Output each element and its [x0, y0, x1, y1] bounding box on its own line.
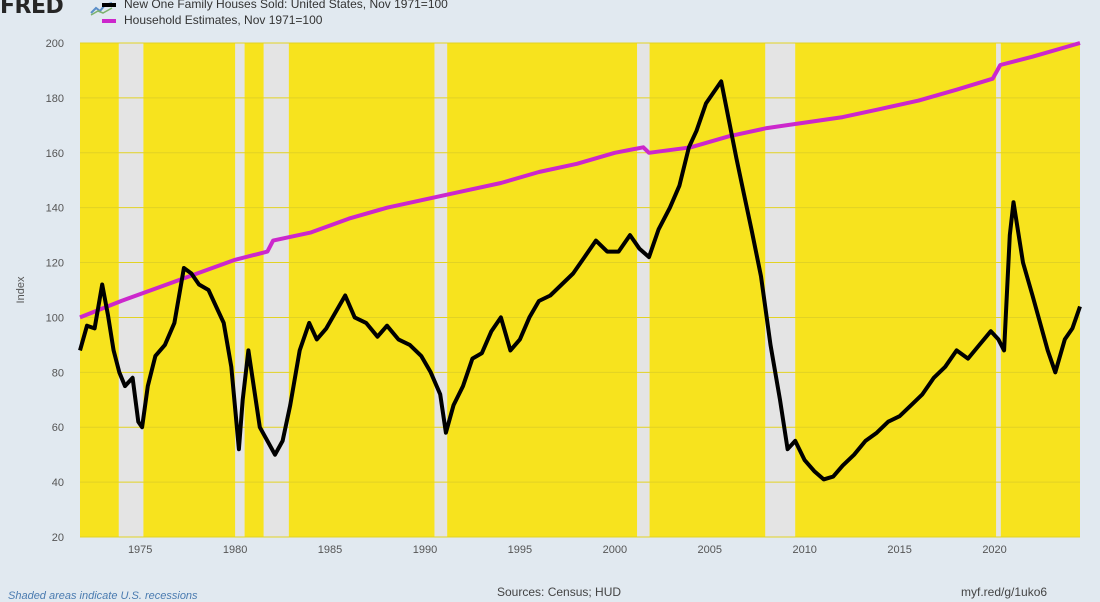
- x-tick-label: 1985: [318, 544, 342, 556]
- legend-swatch-houses-sold: [102, 2, 116, 7]
- recession-band: [637, 43, 650, 537]
- x-tick-label: 1975: [128, 544, 152, 556]
- y-tick-label: 140: [46, 203, 64, 215]
- legend-item-houses-sold: New One Family Houses Sold: United State…: [102, 0, 448, 11]
- y-axis-label: Index: [15, 276, 27, 303]
- recession-band: [118, 43, 144, 537]
- legend-item-households: Household Estimates, Nov 1971=100: [102, 13, 323, 27]
- source-text: Sources: Census; HUD: [497, 585, 622, 599]
- x-tick-label: 2020: [982, 544, 1006, 556]
- y-axis-ticks: 20 40 60 80 100 120 140 160 180 200: [46, 38, 64, 544]
- grid-lines: [80, 42, 1080, 538]
- x-tick-label: 1980: [223, 544, 247, 556]
- series-line: [78, 79, 1082, 482]
- x-tick-label: 1990: [413, 544, 437, 556]
- y-tick-label: 100: [46, 312, 64, 324]
- series-lines: [78, 41, 1082, 482]
- y-tick-label: 180: [46, 93, 64, 105]
- plot-area: [80, 43, 1080, 537]
- x-axis-ticks: 1975 1980 1985 1990 1995 2000 2005 2010 2015 2020: [128, 544, 1007, 556]
- series-line: [79, 41, 1081, 320]
- recession-band: [235, 43, 245, 537]
- x-tick-label: 2000: [603, 544, 627, 556]
- y-tick-label: 200: [46, 38, 64, 50]
- legend-swatch-households: [102, 18, 116, 23]
- recession-band: [263, 43, 289, 537]
- fred-logo: FRED: [0, 0, 64, 19]
- recession-note: Shaded areas indicate U.S. recessions: [8, 590, 198, 602]
- x-tick-label: 2015: [887, 544, 911, 556]
- recession-band: [765, 43, 796, 537]
- y-tick-label: 20: [52, 532, 64, 544]
- y-tick-label: 160: [46, 148, 64, 160]
- y-tick-label: 80: [52, 367, 64, 379]
- short-link[interactable]: myf.red/g/1uko6: [961, 585, 1048, 599]
- x-tick-label: 1995: [508, 544, 532, 556]
- legend-label-houses-sold: New One Family Houses Sold: United State…: [124, 0, 448, 11]
- x-tick-label: 2005: [698, 544, 722, 556]
- recession-band: [996, 43, 1001, 537]
- y-tick-label: 40: [52, 477, 64, 489]
- recession-band: [434, 43, 448, 537]
- y-tick-label: 60: [52, 422, 64, 434]
- y-tick-label: 120: [46, 258, 64, 270]
- x-tick-label: 2010: [792, 544, 816, 556]
- legend-label-households: Household Estimates, Nov 1971=100: [124, 13, 323, 27]
